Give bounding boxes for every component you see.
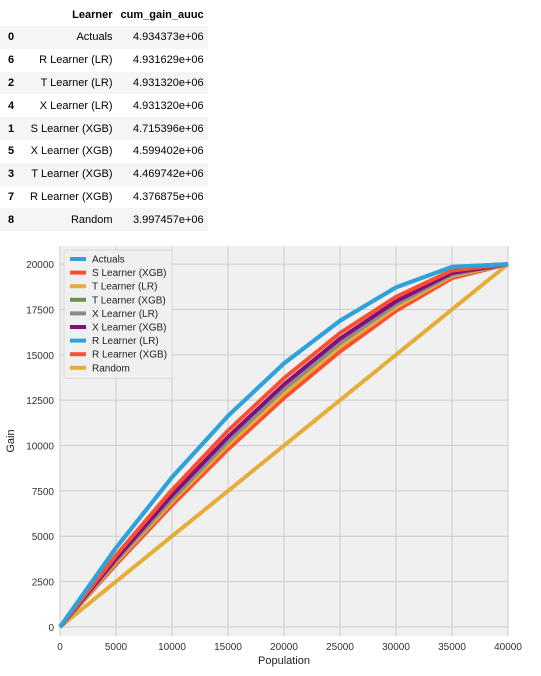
table-header-row: Learner cum_gain_auuc [0, 4, 208, 26]
table-row: 4 X Learner (LR) 4.931320e+06 [0, 94, 208, 117]
legend-label: X Learner (XGB) [92, 323, 166, 334]
legend-label: S Learner (XGB) [92, 268, 166, 279]
x-tick-label: 0 [57, 642, 63, 653]
auuc-header: cum_gain_auuc [120, 9, 204, 21]
index-header [0, 4, 26, 26]
row-index: 5 [8, 145, 15, 158]
legend-label: T Learner (LR) [92, 282, 157, 293]
table-row: 7 R Learner (XGB) 4.376875e+06 [0, 186, 208, 209]
x-tick-label: 35000 [438, 642, 466, 653]
auuc-table: Learner cum_gain_auuc 0 Actuals 4.934373e+… [0, 4, 208, 232]
row-index: 6 [8, 54, 15, 67]
legend-label: R Learner (LR) [92, 336, 159, 347]
series-line-actuals [58, 262, 509, 629]
row-index: 2 [0, 71, 26, 95]
learner-header: Learner [72, 9, 113, 21]
learner-cell: R Learner (LR) [39, 54, 113, 67]
auuc-cell: 4.715396e+06 [116, 117, 208, 140]
y-tick-label: 17500 [26, 305, 54, 316]
row-index: 0 [0, 26, 26, 49]
row-index: 3 [0, 162, 26, 186]
table-row: 6 R Learner (LR) 4.931629e+06 [0, 49, 208, 72]
row-index: 1 [0, 117, 26, 140]
series-line-random [58, 262, 510, 629]
y-tick-label: 7500 [32, 487, 55, 498]
auuc-cell: 4.376875e+06 [133, 190, 204, 203]
auuc-cell: 4.599402e+06 [133, 145, 204, 158]
legend-label: R Learner (XGB) [92, 350, 167, 361]
legend-label: T Learner (XGB) [92, 295, 166, 306]
legend: Actuals S Learner (XGB) T Learner (LR) T Le… [63, 249, 173, 379]
y-axis-label: Gain [5, 429, 17, 452]
x-tick-label: 20000 [270, 642, 298, 653]
learner-cell: Actuals [26, 26, 117, 49]
learner-cell: T Learner (LR) [26, 71, 117, 95]
learner-cell: S Learner (XGB) [26, 117, 117, 140]
auuc-cell: 3.997457e+06 [116, 208, 208, 232]
x-tick-label: 10000 [158, 642, 186, 653]
y-tick-label: 2500 [32, 578, 55, 589]
learner-cell: T Learner (XGB) [26, 162, 117, 186]
y-tick-label: 0 [48, 623, 54, 634]
row-index: 8 [0, 208, 26, 232]
x-tick-label: 5000 [105, 642, 128, 653]
table-row: 0 Actuals 4.934373e+06 [0, 26, 208, 49]
row-index: 4 [8, 99, 15, 112]
learner-cell: X Learner (XGB) [30, 145, 113, 158]
y-tick-label: 20000 [26, 260, 54, 271]
table-row: 5 X Learner (XGB) 4.599402e+06 [0, 140, 208, 163]
cumulative-gain-chart: 0 5000 10000 15000 20000 25000 30000 35000 40000… [5, 246, 522, 667]
x-axis-label: Population [258, 655, 310, 667]
learner-cell: X Learner (LR) [39, 99, 113, 112]
auuc-cell: 4.469742e+06 [116, 162, 208, 186]
y-tick-label: 10000 [26, 442, 54, 453]
auuc-cell: 4.931320e+06 [116, 71, 208, 95]
legend-label: Actuals [92, 255, 125, 266]
row-index: 7 [8, 190, 15, 203]
auuc-cell: 4.931629e+06 [133, 54, 204, 67]
series-line-x-learner-xgb [58, 262, 509, 629]
legend-box [63, 249, 173, 379]
series-line-s-learner-xgb [58, 262, 509, 629]
y-tick-label: 15000 [26, 351, 54, 362]
y-tick-label: 5000 [32, 532, 55, 543]
y-tick-label: 12500 [26, 396, 54, 407]
auuc-cell: 4.934373e+06 [116, 26, 208, 49]
learner-cell: R Learner (XGB) [30, 190, 113, 203]
learner-cell: Random [26, 208, 117, 232]
x-tick-label: 40000 [494, 642, 522, 653]
x-tick-label: 30000 [382, 642, 410, 653]
auuc-cell: 4.931320e+06 [133, 99, 204, 112]
table-row: 8 Random 3.997457e+06 [0, 208, 208, 232]
x-tick-label: 25000 [326, 642, 354, 653]
x-tick-label: 15000 [214, 642, 242, 653]
legend-label: Random [92, 363, 130, 374]
legend-label: X Learner (LR) [92, 309, 158, 320]
